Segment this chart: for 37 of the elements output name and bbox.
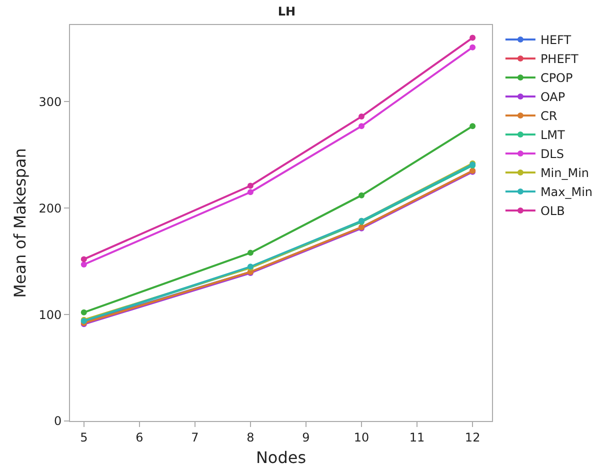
point xyxy=(80,256,87,262)
y-tick-label: 200 xyxy=(38,201,62,216)
point xyxy=(80,262,87,268)
y-tick-label: 100 xyxy=(38,308,62,322)
legend-label: Max_Min xyxy=(540,185,593,200)
legend-label: LMT xyxy=(540,128,566,142)
chart-title: LH xyxy=(278,4,296,19)
x-tick-label: 7 xyxy=(191,430,199,444)
point xyxy=(470,44,476,50)
point xyxy=(247,182,254,189)
legend-label: HEFT xyxy=(540,33,572,48)
x-tick-label: 6 xyxy=(136,430,144,444)
y-tick-label: 0 xyxy=(54,414,62,428)
point xyxy=(358,123,365,130)
y-tick-label: 300 xyxy=(38,94,62,109)
x-tick-label: 12 xyxy=(464,430,480,444)
x-tick-label: 11 xyxy=(409,430,425,444)
point xyxy=(247,250,254,256)
point xyxy=(247,189,254,196)
legend-label: CR xyxy=(540,109,558,124)
point xyxy=(358,192,365,198)
y-axis-title: Mean of Makespan xyxy=(10,148,30,298)
point xyxy=(80,309,87,316)
x-tick-label: 9 xyxy=(302,430,310,444)
legend-label: Min_Min xyxy=(540,166,590,180)
point xyxy=(470,34,476,41)
legend-label: CPOP xyxy=(540,71,573,86)
x-tick-label: 10 xyxy=(354,430,370,444)
legend-label: OAP xyxy=(540,90,566,104)
point xyxy=(470,123,476,130)
legend-label: PHEFT xyxy=(540,52,579,66)
x-tick-label: 8 xyxy=(246,430,254,444)
legend-label: OLB xyxy=(540,204,565,218)
legend-label: DLS xyxy=(540,147,564,162)
x-tick-label: 5 xyxy=(80,430,88,444)
point xyxy=(358,114,365,120)
x-axis-title: Nodes xyxy=(256,448,306,468)
